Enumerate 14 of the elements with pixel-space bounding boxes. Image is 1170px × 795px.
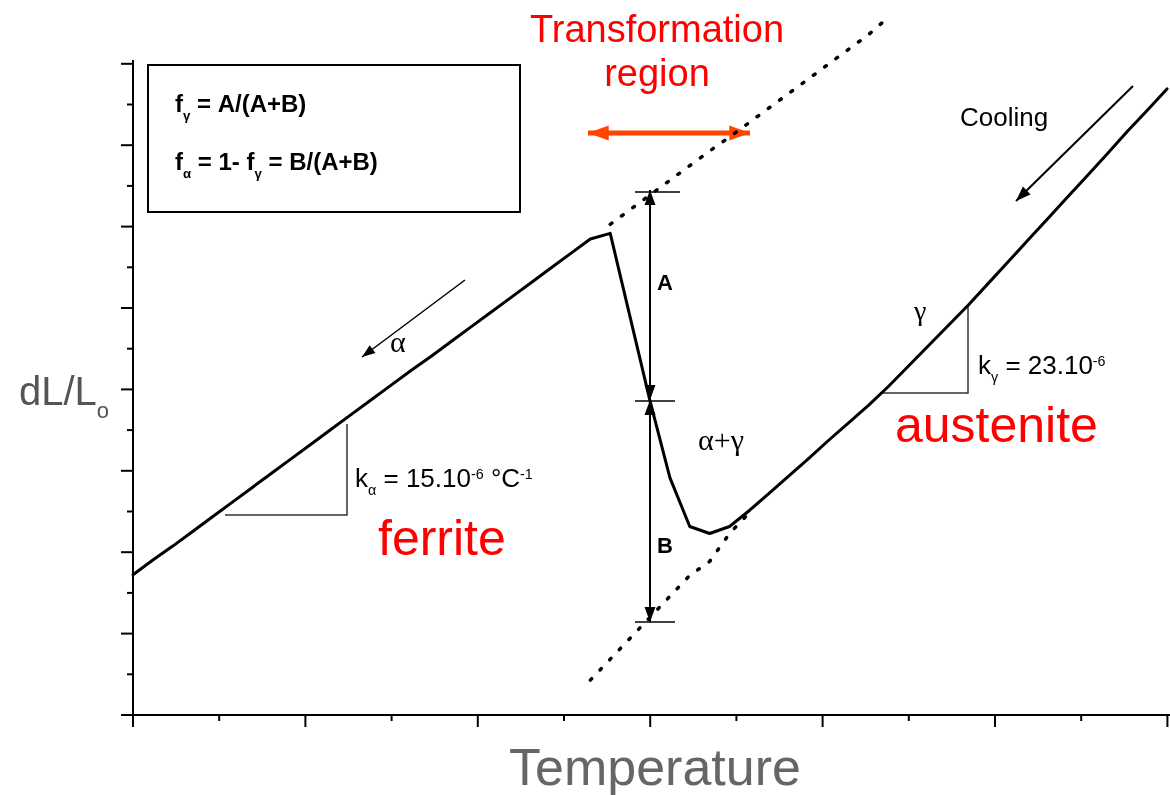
annotation: α+γ [698,423,744,456]
annotation: Cooling [960,102,1049,132]
annotation: ferrite [378,510,506,566]
annotation: A [657,270,673,295]
annotation: f$_{α}$ = 1- f$_{γ}$ = B/(A+B) [175,148,378,181]
y-axis-title: dL/L$_{o}$ [18,369,110,423]
annotation: k$_{α}$ = 15.10$^{-6}$ °C$^{-1}$ [355,463,533,498]
annotation: k$_{γ}$ = 23.10$^{-6}$ [978,350,1106,385]
annotation: γ [913,295,927,326]
annotation: f$_{γ}$ = A/(A+B) [175,90,307,123]
annotation: Transformation region [529,8,785,94]
annotation: B [657,533,673,558]
annotation: austenite [895,397,1098,453]
annotation: α [390,325,406,358]
